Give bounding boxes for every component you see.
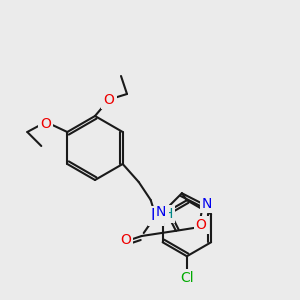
Text: N: N [202,197,212,211]
Text: O: O [196,218,207,232]
Text: O: O [40,117,51,131]
Text: Cl: Cl [180,271,194,285]
Text: O: O [103,93,114,107]
Text: H: H [163,207,173,221]
Text: O: O [120,233,131,247]
Text: N: N [156,205,166,219]
Text: N: N [150,208,161,224]
